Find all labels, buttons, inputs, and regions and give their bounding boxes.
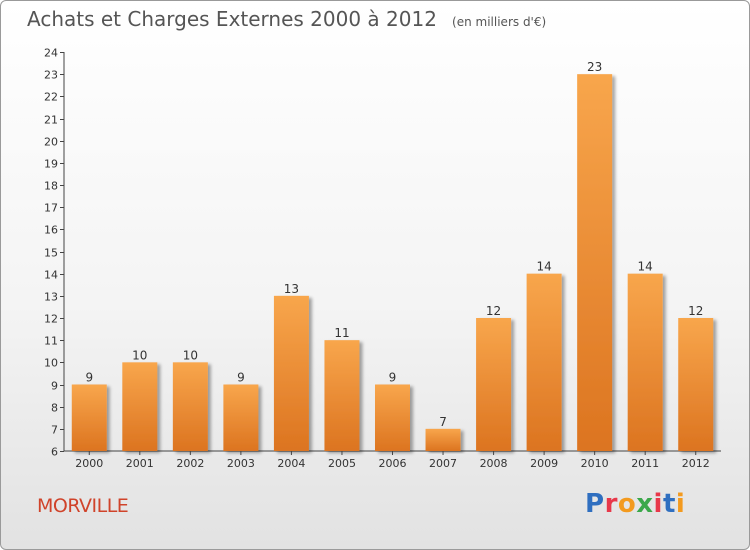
town-name: MORVILLE: [37, 495, 129, 517]
bar-value-label: 14: [638, 260, 653, 274]
y-tick-label: 23: [44, 69, 58, 82]
x-tick-label: 2011: [631, 457, 659, 470]
x-tick-label: 2001: [126, 457, 154, 470]
logo-letter: i: [653, 489, 663, 519]
x-tick-label: 2009: [530, 457, 558, 470]
x-tick-label: 2010: [581, 457, 609, 470]
bar: [526, 273, 562, 451]
bar-value-label: 12: [688, 304, 703, 318]
logo-letter: r: [604, 489, 618, 519]
bar-value-label: 13: [284, 282, 299, 296]
y-tick-label: 6: [51, 446, 58, 459]
bar: [375, 384, 410, 451]
logo-letter: t: [662, 489, 676, 519]
bar: [627, 273, 663, 451]
bar-value-label: 11: [334, 326, 349, 340]
bar: [577, 74, 613, 452]
x-tick-label: 2012: [682, 457, 710, 470]
x-tick-label: 2000: [75, 457, 103, 470]
bar-value-label: 9: [237, 371, 245, 385]
y-tick-label: 11: [44, 335, 58, 348]
y-tick-label: 18: [44, 180, 58, 193]
bar-value-label: 10: [183, 348, 198, 362]
y-tick-label: 9: [51, 380, 58, 393]
logo-letter: x: [636, 489, 654, 519]
x-tick-label: 2003: [227, 457, 255, 470]
y-tick-label: 22: [44, 91, 58, 104]
plot-area: 6 7 8 9 10 11 12 13 14 15 16 17 18 19 20 21 22 23 24 9 2000 1…: [44, 47, 721, 470]
bar: [122, 362, 158, 451]
bar: [324, 340, 360, 451]
x-tick-label: 2007: [429, 457, 457, 470]
x-tick-label: 2002: [176, 457, 204, 470]
y-tick-label: 16: [44, 224, 58, 237]
bar: [273, 295, 309, 451]
bar: [223, 384, 259, 451]
y-tick-label: 21: [44, 114, 58, 127]
y-tick-label: 15: [44, 247, 58, 260]
bar: [476, 318, 512, 451]
bar-value-label: 23: [587, 60, 602, 74]
bar-value-label: 12: [486, 304, 501, 318]
title-row: Achats et Charges Externes 2000 à 2012 (…: [27, 7, 546, 31]
y-tick-label: 12: [44, 313, 58, 326]
bar-value-label: 9: [389, 371, 397, 385]
y-tick-label: 20: [44, 136, 58, 149]
y-tick-label: 13: [44, 291, 58, 304]
chart-title: Achats et Charges Externes 2000 à 2012: [27, 7, 437, 31]
chart-subtitle: (en milliers d'€): [452, 15, 547, 29]
bar-value-label: 9: [85, 371, 93, 385]
x-tick-label: 2005: [328, 457, 356, 470]
x-tick-label: 2008: [480, 457, 508, 470]
x-tick-label: 2006: [379, 457, 407, 470]
bar-value-label: 14: [536, 260, 551, 274]
proxiti-logo[interactable]: Proxiti: [585, 489, 685, 519]
logo-letter: P: [585, 489, 605, 519]
bar-value-label: 7: [439, 415, 447, 429]
y-tick-label: 8: [51, 402, 58, 415]
y-tick-label: 14: [44, 269, 58, 282]
bar: [71, 384, 107, 451]
logo-letter: i: [675, 489, 686, 519]
y-tick-label: 24: [44, 47, 58, 60]
bar-value-label: 10: [132, 348, 147, 362]
logo-letter: o: [617, 489, 637, 519]
y-tick-label: 17: [44, 202, 58, 215]
y-tick-label: 19: [44, 158, 58, 171]
bar: [678, 318, 714, 451]
y-tick-label: 10: [44, 357, 58, 370]
y-tick-label: 7: [51, 424, 58, 437]
x-tick-label: 2004: [277, 457, 305, 470]
bar: [172, 362, 208, 451]
bar: [425, 428, 461, 451]
